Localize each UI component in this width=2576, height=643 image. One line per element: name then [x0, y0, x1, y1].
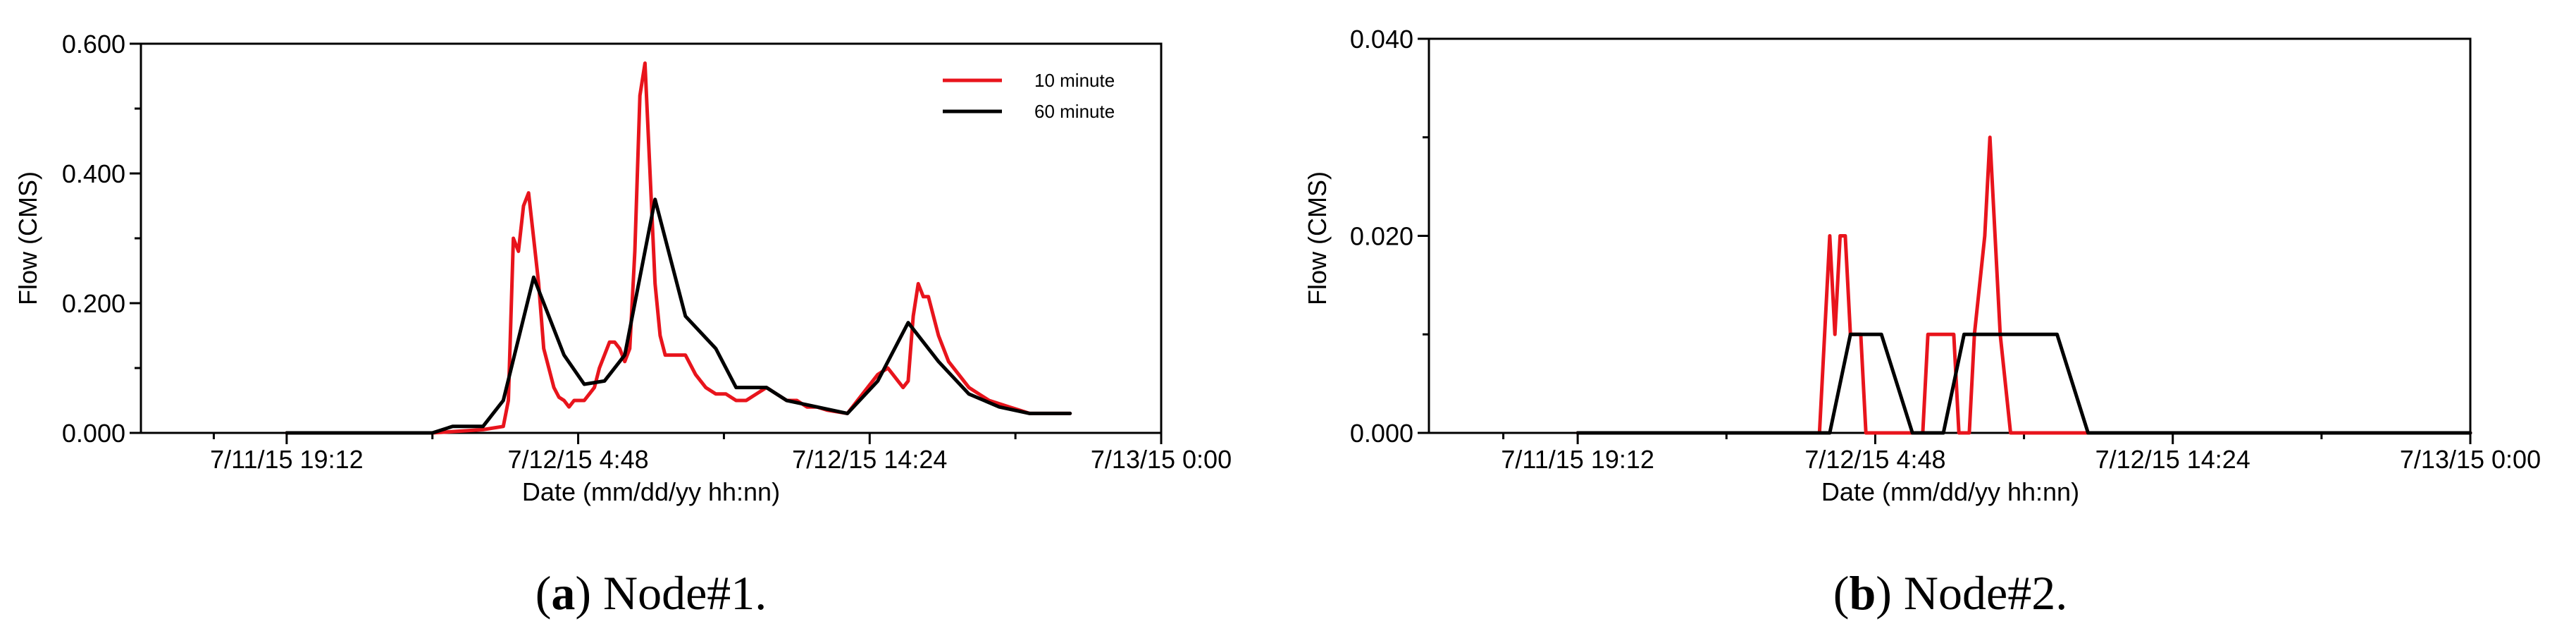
- y-tick-label: 0.000: [62, 419, 125, 448]
- y-tick-label: 0.000: [1350, 419, 1413, 448]
- y-tick-label: 0.600: [62, 30, 125, 59]
- y-axis-ticks: 0.000 0.200 0.400 0.600: [62, 30, 141, 448]
- series-line-10-minute: [285, 61, 1072, 435]
- legend-label-10-minute: 10 minute: [1034, 70, 1115, 91]
- y-tick-label: 0.020: [1350, 222, 1413, 251]
- x-tick-label: 7/12/15 4:48: [1804, 445, 1945, 474]
- y-tick-label: 0.400: [62, 159, 125, 188]
- plot-frame: [1428, 37, 2472, 434]
- y-axis-ticks: 0.000 0.020 0.040: [1350, 25, 1429, 448]
- x-tick-label: 7/11/15 19:12: [210, 445, 364, 474]
- y-tick-label: 0.040: [1350, 25, 1413, 54]
- series-line-0: [1575, 135, 2472, 435]
- x-axis-label: Date (mm/dd/yy hh:nn): [522, 477, 780, 506]
- caption: (b) Node#2.: [1833, 566, 2067, 620]
- y-tick-label: 0.200: [62, 289, 125, 318]
- caption-letter: a: [551, 566, 575, 620]
- x-tick-label: 7/13/15 0:00: [1091, 445, 1232, 474]
- x-tick-label: 7/12/15 14:24: [792, 445, 947, 474]
- x-axis-ticks: 7/11/15 19:12 7/12/15 4:48 7/12/15 14:24 7/…: [1501, 433, 2541, 474]
- x-tick-label: 7/12/15 14:24: [2095, 445, 2250, 474]
- x-axis-ticks: 7/11/15 19:12 7/12/15 4:48 7/12/15 14:24 7/…: [210, 433, 1232, 474]
- series-line-1: [1575, 332, 2472, 435]
- legend: 10 minute 60 minute: [943, 70, 1115, 122]
- chart-node-2: 0.000 0.020 0.040 7/11/15 19:12 7/12/15 4:4…: [1303, 25, 2541, 620]
- x-tick-label: 7/13/15 0:00: [2400, 445, 2541, 474]
- legend-label-60-minute: 60 minute: [1034, 101, 1115, 122]
- series-layer: [285, 61, 1072, 435]
- plot-frame: [140, 42, 1163, 434]
- chart-node-1: 0.000 0.200 0.400 0.600 7/11/15 19:12 7/12/1…: [13, 30, 1232, 620]
- caption-letter: b: [1849, 566, 1876, 620]
- x-axis-label: Date (mm/dd/yy hh:nn): [1821, 477, 2079, 506]
- caption: (a) Node#1.: [535, 566, 767, 620]
- y-axis-label: Flow (CMS): [1303, 171, 1332, 305]
- caption-text: Node#1.: [591, 566, 767, 620]
- caption-text: Node#2.: [1892, 566, 2067, 620]
- x-tick-label: 7/12/15 4:48: [507, 445, 648, 474]
- x-tick-label: 7/11/15 19:12: [1501, 445, 1654, 474]
- series-layer: [1575, 135, 2472, 435]
- y-axis-label: Flow (CMS): [13, 171, 42, 305]
- series-line-60-minute: [285, 197, 1072, 435]
